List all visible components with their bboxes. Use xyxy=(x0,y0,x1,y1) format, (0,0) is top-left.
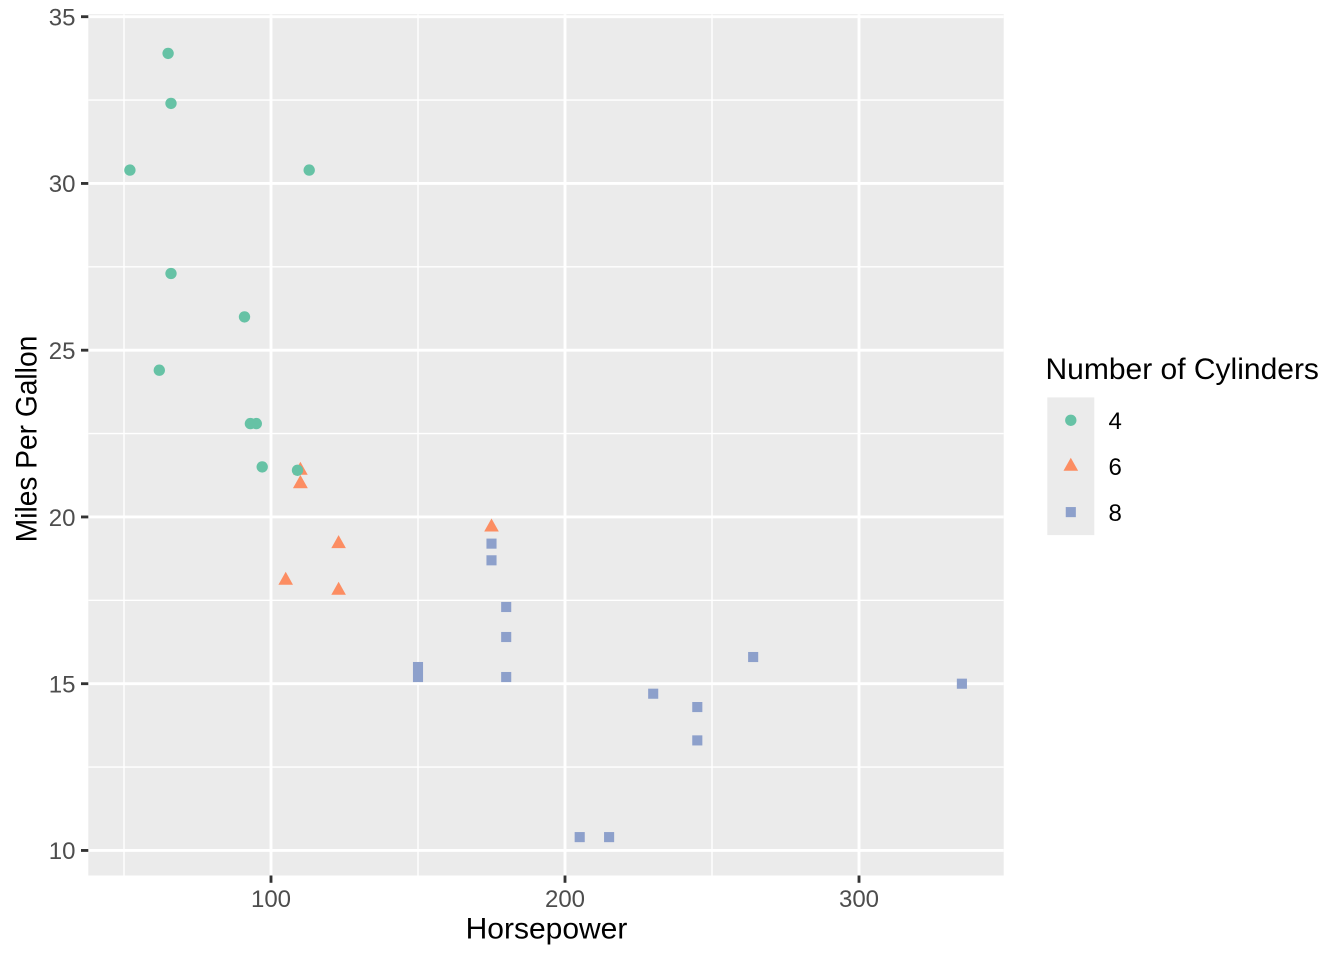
svg-text:200: 200 xyxy=(545,886,585,913)
svg-text:35: 35 xyxy=(49,5,76,32)
svg-text:20: 20 xyxy=(49,505,76,532)
svg-text:15: 15 xyxy=(49,672,76,699)
svg-text:300: 300 xyxy=(839,886,879,913)
svg-text:10: 10 xyxy=(49,838,76,865)
svg-text:Horsepower: Horsepower xyxy=(466,912,628,945)
svg-text:25: 25 xyxy=(49,338,76,365)
svg-text:8: 8 xyxy=(1109,500,1122,527)
svg-text:100: 100 xyxy=(251,886,291,913)
svg-text:6: 6 xyxy=(1109,454,1122,481)
svg-text:4: 4 xyxy=(1109,408,1122,435)
svg-text:30: 30 xyxy=(49,171,76,198)
svg-text:Miles Per Gallon: Miles Per Gallon xyxy=(11,336,44,543)
svg-text:Number of Cylinders: Number of Cylinders xyxy=(1046,353,1319,386)
